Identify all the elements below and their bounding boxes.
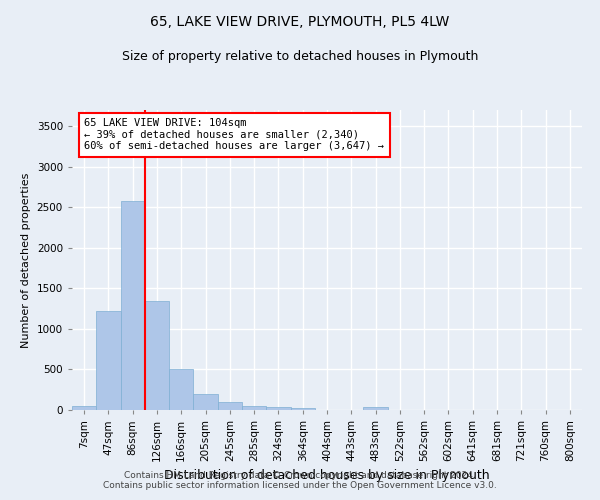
- Bar: [364, 407, 388, 410]
- Bar: [193, 394, 218, 410]
- Text: Contains HM Land Registry data © Crown copyright and database right 2024.
Contai: Contains HM Land Registry data © Crown c…: [103, 470, 497, 490]
- Text: 65, LAKE VIEW DRIVE, PLYMOUTH, PL5 4LW: 65, LAKE VIEW DRIVE, PLYMOUTH, PL5 4LW: [151, 15, 449, 29]
- Bar: [145, 302, 169, 410]
- Text: 65 LAKE VIEW DRIVE: 104sqm
← 39% of detached houses are smaller (2,340)
60% of s: 65 LAKE VIEW DRIVE: 104sqm ← 39% of deta…: [85, 118, 385, 152]
- X-axis label: Distribution of detached houses by size in Plymouth: Distribution of detached houses by size …: [164, 470, 490, 482]
- Y-axis label: Number of detached properties: Number of detached properties: [21, 172, 31, 348]
- Bar: [121, 201, 145, 410]
- Text: Size of property relative to detached houses in Plymouth: Size of property relative to detached ho…: [122, 50, 478, 63]
- Bar: [96, 311, 121, 410]
- Bar: [218, 402, 242, 410]
- Bar: [242, 406, 266, 410]
- Bar: [266, 407, 290, 410]
- Bar: [72, 406, 96, 410]
- Bar: [290, 408, 315, 410]
- Bar: [169, 370, 193, 410]
